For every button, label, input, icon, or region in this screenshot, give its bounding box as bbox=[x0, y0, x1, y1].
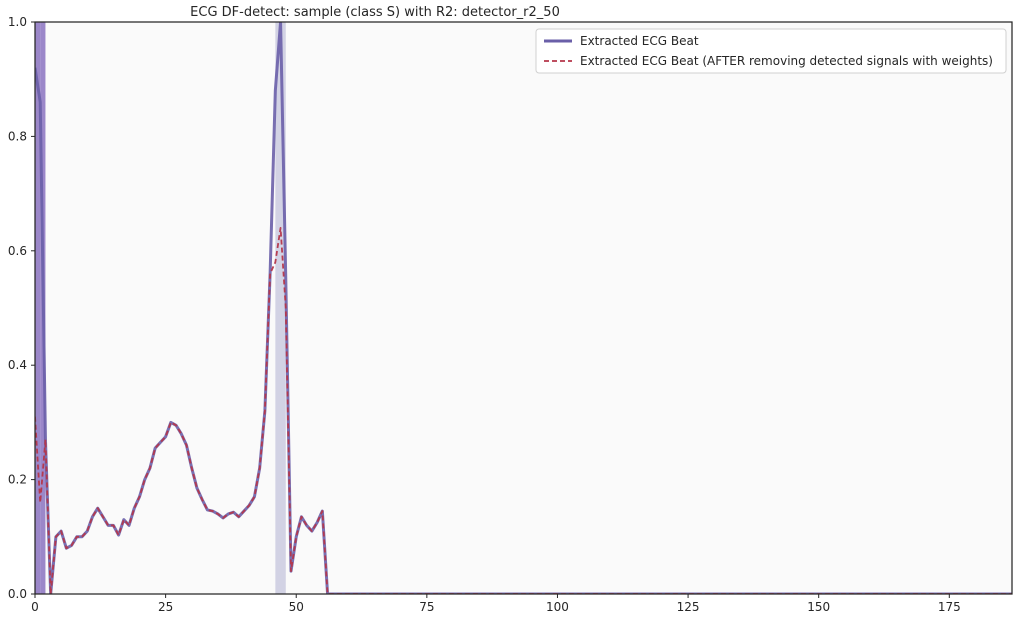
x-tick-label: 50 bbox=[289, 600, 304, 614]
x-tick-label: 125 bbox=[677, 600, 700, 614]
plot-frame bbox=[34, 21, 1013, 595]
series-lines bbox=[35, 22, 1012, 594]
x-tick-label: 100 bbox=[546, 600, 569, 614]
y-tick-label: 0.2 bbox=[8, 473, 27, 487]
legend-label: Extracted ECG Beat bbox=[580, 34, 699, 48]
y-tick-label: 0.8 bbox=[8, 129, 27, 143]
legend: Extracted ECG Beat Extracted ECG Beat (AF… bbox=[535, 28, 1007, 74]
x-tick-label: 175 bbox=[938, 600, 961, 614]
y-axis: 0.0 0.2 0.4 0.6 0.8 1.0 bbox=[8, 15, 35, 601]
legend-box bbox=[535, 28, 1007, 74]
series-line-after-removal bbox=[35, 227, 1012, 594]
chart-title: ECG DF-detect: sample (class S) with R2:… bbox=[190, 5, 560, 20]
x-tick-label: 0 bbox=[31, 600, 39, 614]
y-tick-label: 0.6 bbox=[8, 244, 27, 258]
x-tick-label: 150 bbox=[807, 600, 830, 614]
plot-area bbox=[35, 22, 1012, 594]
x-tick-label: 75 bbox=[419, 600, 434, 614]
y-tick-label: 1.0 bbox=[8, 15, 27, 29]
highlight-band-2 bbox=[275, 22, 286, 594]
y-tick-label: 0.0 bbox=[8, 587, 27, 601]
legend-label: Extracted ECG Beat (AFTER removing detec… bbox=[580, 54, 993, 68]
x-tick-label: 25 bbox=[158, 600, 173, 614]
x-axis: 0 25 50 75 100 125 150 175 bbox=[31, 594, 961, 614]
y-tick-label: 0.4 bbox=[8, 358, 27, 372]
highlight-band-0 bbox=[35, 22, 41, 594]
